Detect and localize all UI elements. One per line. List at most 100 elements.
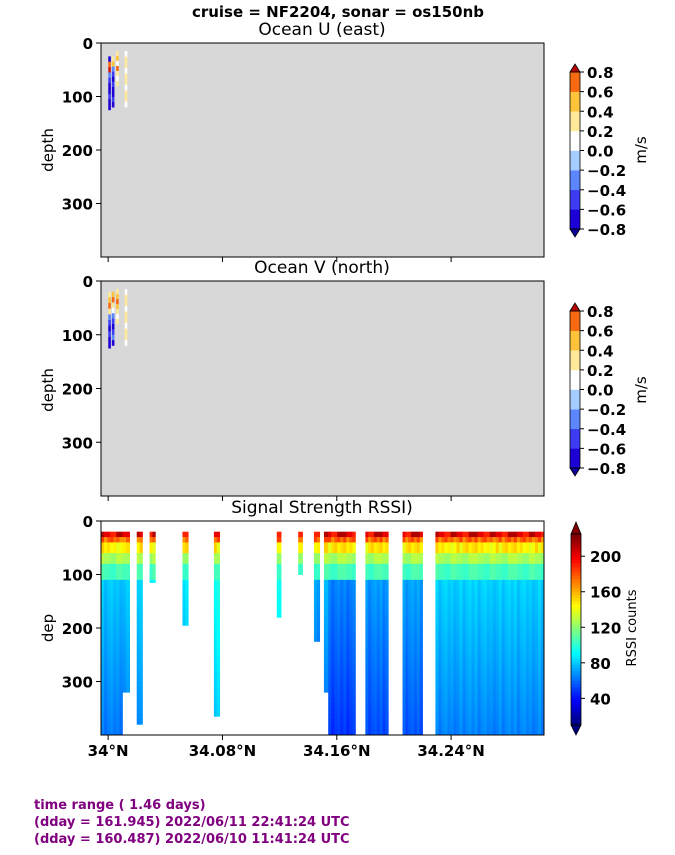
rssi-cell bbox=[376, 713, 381, 720]
rssi-cell bbox=[525, 660, 530, 666]
rssi-cell bbox=[513, 729, 518, 736]
rssi-cell bbox=[107, 595, 111, 602]
rssi-cell bbox=[534, 676, 539, 682]
rssi-cell bbox=[405, 531, 409, 538]
rssi-cell bbox=[419, 590, 423, 597]
rssi-cell bbox=[379, 617, 383, 624]
y-tick-label: 200 bbox=[62, 381, 93, 399]
rssi-cell bbox=[474, 574, 479, 581]
rssi-cell bbox=[371, 702, 375, 709]
rssi-cell bbox=[101, 660, 105, 666]
rssi-cell bbox=[471, 622, 476, 629]
rssi-cell bbox=[343, 563, 347, 570]
rssi-cell bbox=[216, 633, 221, 640]
rssi-cell bbox=[313, 595, 318, 602]
rssi-cell bbox=[313, 606, 318, 613]
rssi-cell bbox=[328, 708, 332, 714]
rssi-cell bbox=[459, 686, 463, 693]
rssi-cell bbox=[328, 611, 332, 618]
rssi-cell bbox=[331, 574, 335, 581]
rssi-cell bbox=[444, 697, 448, 704]
rssi-cell bbox=[402, 590, 406, 597]
rssi-cell bbox=[110, 686, 114, 693]
rssi-cell bbox=[379, 537, 383, 543]
rssi-cell bbox=[352, 708, 356, 714]
rssi-cell bbox=[337, 654, 341, 661]
rssi-cell bbox=[276, 585, 282, 591]
rssi-cell bbox=[453, 553, 457, 559]
rssi-cell bbox=[185, 617, 189, 624]
rssi-cell bbox=[525, 531, 530, 538]
rssi-cell bbox=[122, 590, 127, 597]
rssi-cell bbox=[365, 628, 369, 634]
rssi-cell bbox=[316, 542, 321, 549]
rssi-cell bbox=[480, 622, 485, 629]
rssi-cell bbox=[411, 724, 415, 731]
rssi-cell bbox=[334, 628, 338, 634]
rssi-cell bbox=[104, 595, 108, 602]
rssi-cell bbox=[337, 585, 341, 591]
rssi-cell bbox=[408, 729, 412, 736]
rssi-cell bbox=[379, 542, 383, 549]
rssi-cell bbox=[337, 547, 341, 554]
rssi-cell bbox=[368, 569, 372, 575]
rssi-cell bbox=[368, 638, 372, 645]
rssi-cell bbox=[468, 558, 472, 565]
rssi-cell bbox=[519, 606, 524, 613]
rssi-cell bbox=[101, 724, 105, 731]
rssi-cell bbox=[411, 718, 415, 725]
rssi-cell bbox=[528, 553, 533, 559]
rssi-cell bbox=[371, 633, 375, 640]
rssi-cell bbox=[411, 595, 415, 602]
rssi-cell bbox=[474, 537, 479, 543]
rssi-cell bbox=[534, 724, 539, 731]
rssi-cell bbox=[185, 579, 189, 586]
rssi-cell bbox=[323, 579, 329, 586]
rssi-cell bbox=[328, 547, 332, 554]
rssi-cell bbox=[213, 644, 218, 650]
rssi-cell bbox=[462, 595, 466, 602]
rssi-cell bbox=[323, 638, 329, 645]
rssi-cell bbox=[441, 713, 445, 720]
rssi-cell bbox=[486, 713, 491, 720]
velocity-cell bbox=[111, 81, 115, 88]
rssi-cell bbox=[136, 617, 140, 624]
rssi-cell bbox=[516, 654, 521, 661]
rssi-cell bbox=[492, 697, 497, 704]
rssi-cell bbox=[371, 574, 375, 581]
rssi-cell bbox=[340, 553, 344, 559]
rssi-cell bbox=[119, 622, 123, 629]
rssi-cell bbox=[522, 601, 527, 607]
rssi-cell bbox=[352, 553, 356, 559]
rssi-cell bbox=[486, 601, 491, 607]
rssi-cell bbox=[413, 547, 418, 554]
rssi-cell bbox=[495, 638, 500, 645]
rssi-cell bbox=[435, 654, 439, 661]
rssi-cell bbox=[104, 542, 108, 549]
rssi-cell bbox=[516, 569, 521, 575]
rssi-cell bbox=[323, 595, 329, 602]
rssi-cell bbox=[376, 654, 381, 661]
velocity-cell bbox=[116, 51, 119, 57]
rssi-cell bbox=[489, 606, 494, 613]
rssi-cell bbox=[513, 697, 518, 704]
rssi-cell bbox=[528, 633, 533, 640]
rssi-cell bbox=[513, 649, 518, 656]
rssi-cell bbox=[328, 617, 332, 624]
rssi-cell bbox=[492, 563, 497, 570]
rssi-cell bbox=[504, 697, 509, 704]
rssi-cell bbox=[365, 611, 369, 618]
rssi-cell bbox=[489, 617, 494, 624]
rssi-cell bbox=[456, 644, 460, 650]
rssi-cell bbox=[331, 585, 335, 591]
rssi-cell bbox=[408, 595, 412, 602]
rssi-cell bbox=[510, 692, 515, 698]
rssi-cell bbox=[489, 590, 494, 597]
rssi-cell bbox=[516, 611, 521, 618]
rssi-cell bbox=[110, 590, 114, 597]
rssi-cell bbox=[328, 644, 332, 650]
velocity-cell bbox=[124, 62, 128, 69]
colorbar-band bbox=[571, 705, 581, 710]
rssi-cell bbox=[516, 676, 521, 682]
rssi-cell bbox=[525, 558, 530, 565]
